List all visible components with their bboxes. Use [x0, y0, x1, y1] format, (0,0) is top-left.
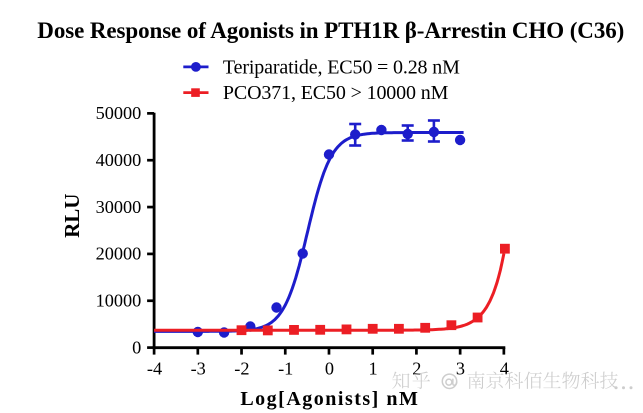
svg-text:Dose Response of Agonists in P: Dose Response of Agonists in PTH1R β-Arr…	[37, 18, 624, 43]
svg-text:0: 0	[132, 337, 141, 357]
svg-text:4: 4	[500, 359, 509, 379]
svg-text:40000: 40000	[96, 150, 142, 170]
svg-text:50000: 50000	[96, 103, 142, 123]
svg-text:Log[Agonists] nM: Log[Agonists] nM	[240, 388, 418, 410]
svg-text:RLU: RLU	[60, 194, 84, 238]
svg-text:PCO371, EC50 > 10000 nM: PCO371, EC50 > 10000 nM	[223, 82, 449, 104]
svg-text:-1: -1	[278, 359, 293, 379]
svg-text:-2: -2	[234, 359, 249, 379]
svg-text:3: 3	[456, 359, 465, 379]
svg-text:20000: 20000	[96, 244, 142, 264]
svg-text:-4: -4	[147, 359, 162, 379]
svg-text:30000: 30000	[96, 197, 142, 217]
svg-text:-3: -3	[191, 359, 206, 379]
svg-text:Teriparatide, EC50 = 0.28 nM: Teriparatide, EC50 = 0.28 nM	[223, 57, 460, 79]
svg-text:0: 0	[325, 359, 334, 379]
svg-text:2: 2	[412, 359, 421, 379]
svg-text:10000: 10000	[96, 291, 142, 311]
svg-text:1: 1	[369, 359, 378, 379]
